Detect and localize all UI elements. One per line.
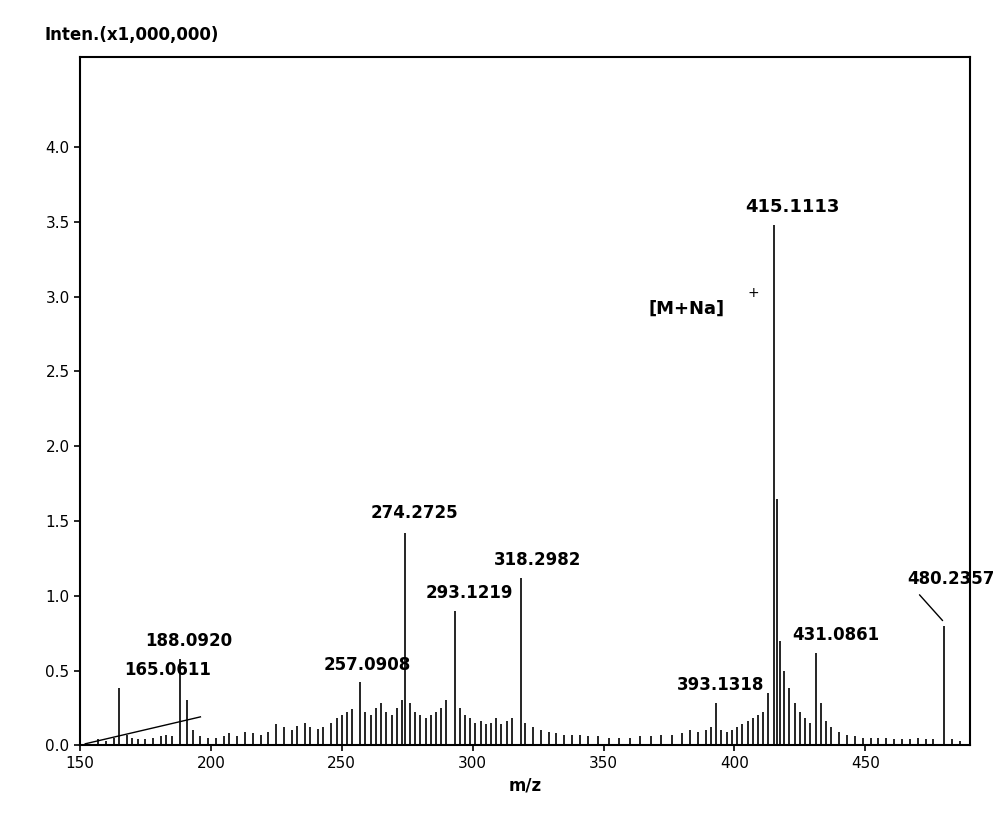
Text: Inten.(x1,000,000): Inten.(x1,000,000) (44, 25, 219, 43)
Text: [M+Na]: [M+Na] (648, 300, 724, 318)
Text: 480.2357: 480.2357 (907, 570, 995, 588)
Text: 293.1219: 293.1219 (426, 584, 513, 602)
Text: 393.1318: 393.1318 (677, 676, 764, 695)
Text: +: + (748, 286, 759, 300)
Text: 165.0611: 165.0611 (124, 662, 211, 680)
Text: 318.2982: 318.2982 (494, 551, 581, 569)
Text: 257.0908: 257.0908 (323, 655, 411, 673)
Text: 188.0920: 188.0920 (145, 631, 233, 649)
Text: 274.2725: 274.2725 (371, 505, 458, 523)
Text: 415.1113: 415.1113 (745, 198, 839, 216)
Text: 431.0861: 431.0861 (792, 626, 879, 644)
X-axis label: m/z: m/z (508, 776, 542, 794)
